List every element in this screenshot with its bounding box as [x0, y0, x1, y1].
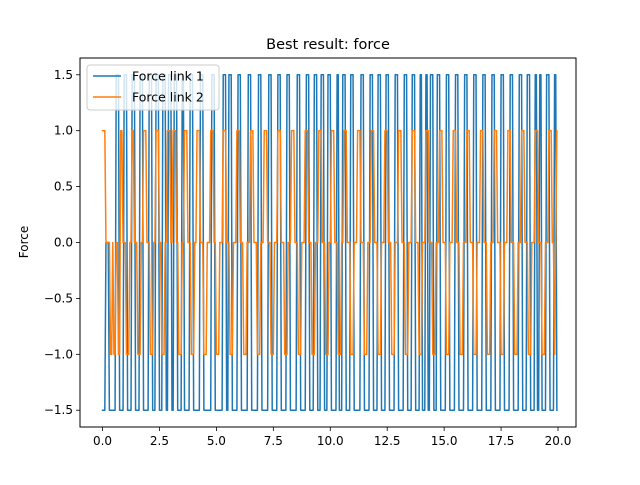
legend: Force link 1 Force link 2 [86, 64, 220, 111]
y-tick-label: −1.5 [44, 403, 73, 417]
legend-label-force-link-2: Force link 2 [132, 90, 204, 105]
legend-label-force-link-1: Force link 1 [132, 69, 204, 84]
x-tick-label: 10.0 [317, 434, 344, 448]
x-tick-label: 5.0 [207, 434, 226, 448]
y-tick-label: −0.5 [44, 291, 73, 305]
y-axis-ticks: −1.5 −1.0 −0.5 0.0 0.5 1.0 1.5 [44, 68, 80, 417]
y-tick-label: 0.0 [54, 236, 73, 250]
y-tick-label: 0.5 [54, 180, 73, 194]
x-tick-label: 15.0 [431, 434, 458, 448]
series-line-force-link-2 [101, 129, 558, 356]
y-tick-label: −1.0 [44, 347, 73, 361]
x-tick-label: 12.5 [374, 434, 401, 448]
y-tick-label: 1.0 [54, 124, 73, 138]
series-layer [101, 74, 558, 411]
y-axis-label: Force [17, 226, 31, 258]
chart-title: Best result: force [266, 37, 390, 53]
x-tick-label: 0.0 [93, 434, 112, 448]
series-line-force-link-1 [101, 74, 558, 411]
x-tick-label: 17.5 [488, 434, 515, 448]
x-tick-label: 20.0 [545, 434, 572, 448]
x-tick-label: 7.5 [264, 434, 283, 448]
x-tick-label: 2.5 [150, 434, 169, 448]
y-tick-label: 1.5 [54, 68, 73, 82]
x-axis-ticks: 0.0 2.5 5.0 7.5 10.0 12.5 15.0 17.5 20.0 [93, 427, 571, 448]
